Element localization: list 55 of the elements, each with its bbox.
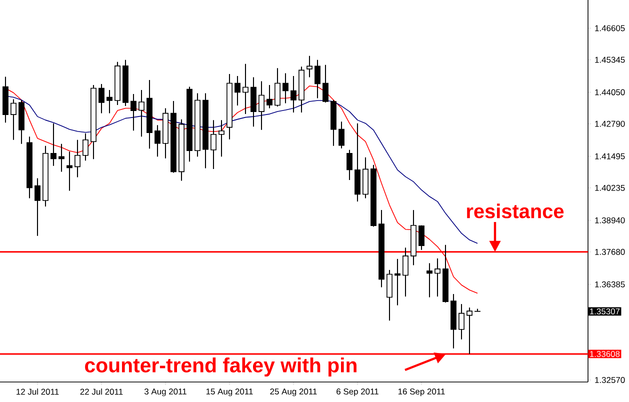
candlestick (218, 120, 224, 158)
candlestick (82, 132, 88, 162)
candlestick (34, 178, 40, 236)
candlestick (314, 59, 320, 99)
candlestick (242, 63, 248, 115)
y-tick-label: 1.40235 (595, 184, 625, 191)
annotation: counter-trend fakey with pin (85, 357, 356, 377)
ref-line-label: 1.33608 (590, 350, 620, 357)
candlestick (138, 89, 144, 138)
candlestick (234, 75, 240, 106)
candlestick (66, 151, 72, 192)
candlestick (386, 269, 392, 322)
candlestick (322, 64, 328, 104)
candlestick (290, 75, 296, 114)
candlestick (402, 247, 408, 298)
text: 1.35307 (590, 308, 620, 314)
x-tick-label: 22 Jul 2011 (80, 388, 123, 395)
candlestick (154, 124, 160, 158)
candlestick (106, 89, 112, 114)
y-tick-label: 1.36385 (595, 281, 625, 288)
candlestick (58, 143, 64, 172)
x-tick-label: 16 Sep 2011 (398, 388, 445, 396)
y-tick-label: 1.46605 (595, 25, 625, 32)
y-tick-label: 1.37680 (595, 248, 625, 255)
x-tick-label: 25 Aug 2011 (270, 388, 317, 396)
candlestick (426, 262, 432, 298)
y-tick-label: 1.41495 (595, 153, 625, 160)
x-tick-label: 12 Jul 2011 (16, 388, 59, 395)
candlestick (10, 98, 16, 140)
x-tick-label: 3 Aug 2011 (144, 388, 186, 396)
candlestick (394, 258, 400, 306)
annotation: resistance (467, 204, 564, 218)
candlestick (130, 93, 136, 132)
candlestick (74, 139, 80, 178)
x-tick-label: 15 Aug 2011 (206, 388, 253, 396)
candlestick (210, 120, 216, 170)
candlestick (466, 307, 472, 354)
y-tick-label: 1.38940 (595, 217, 625, 224)
candlestick (98, 83, 104, 114)
x-tick-label: 6 Sep 2011 (336, 388, 378, 396)
candlestick (274, 68, 280, 108)
y-tick-label: 1.45345 (595, 56, 625, 63)
candlestick (282, 72, 288, 104)
y-tick-label: 1.44050 (595, 89, 625, 96)
candlestick (258, 80, 264, 130)
candlestick (458, 304, 464, 340)
y-tick-label: 1.42790 (595, 120, 625, 127)
candlestick (338, 121, 344, 149)
candlestick (418, 224, 424, 250)
y-tick-label: 1.32570 (595, 377, 625, 383)
candlestick (266, 84, 272, 109)
candlestick (346, 149, 352, 180)
candlestick (434, 258, 440, 298)
candlestick (306, 55, 312, 78)
candlestick (50, 122, 56, 166)
